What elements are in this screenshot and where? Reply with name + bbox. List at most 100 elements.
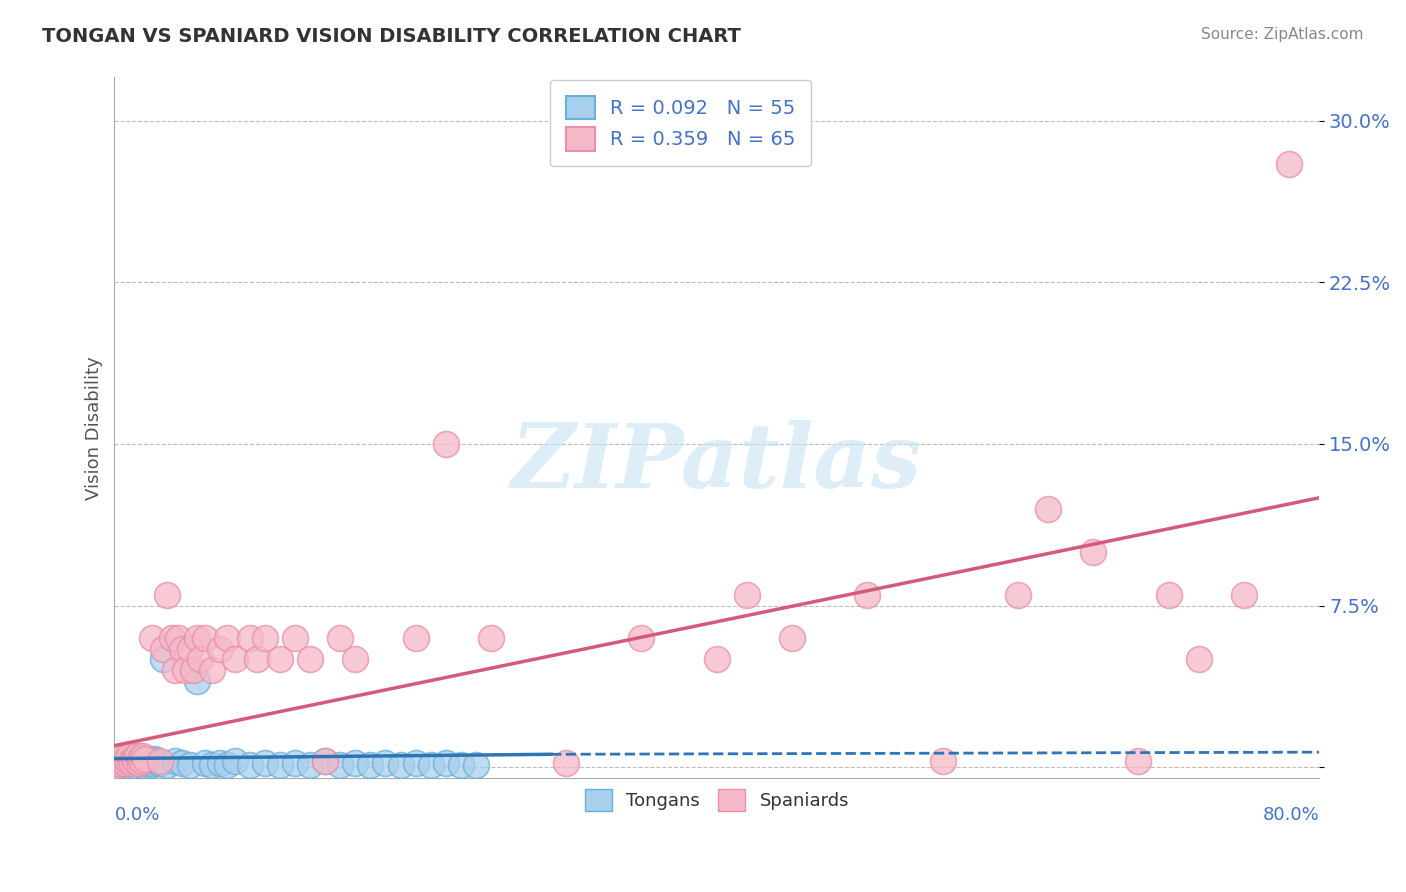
Point — [1233, 588, 1256, 602]
Point — [104, 758, 127, 772]
Point — [344, 756, 367, 770]
Point — [1036, 501, 1059, 516]
Point — [121, 751, 143, 765]
Point — [120, 756, 142, 770]
Point — [115, 754, 138, 768]
Point — [1007, 588, 1029, 602]
Point — [344, 652, 367, 666]
Point — [186, 631, 208, 645]
Point — [314, 754, 336, 768]
Point — [124, 754, 146, 768]
Point — [217, 631, 239, 645]
Point — [118, 749, 141, 764]
Point — [224, 652, 246, 666]
Point — [160, 631, 183, 645]
Point — [143, 754, 166, 768]
Point — [156, 758, 179, 772]
Point — [434, 756, 457, 770]
Point — [1128, 754, 1150, 768]
Point — [107, 754, 129, 768]
Point — [329, 631, 352, 645]
Point — [134, 754, 156, 768]
Point — [419, 758, 441, 772]
Point — [479, 631, 502, 645]
Point — [389, 758, 412, 772]
Point — [201, 663, 224, 677]
Point — [780, 631, 803, 645]
Point — [299, 758, 322, 772]
Point — [129, 754, 152, 768]
Point — [194, 756, 217, 770]
Point — [735, 588, 758, 602]
Point — [630, 631, 652, 645]
Point — [374, 756, 396, 770]
Point — [314, 754, 336, 768]
Text: 80.0%: 80.0% — [1263, 806, 1319, 824]
Point — [149, 756, 172, 770]
Point — [122, 751, 145, 765]
Point — [434, 437, 457, 451]
Point — [131, 754, 153, 768]
Point — [179, 641, 201, 656]
Point — [179, 758, 201, 772]
Point — [156, 588, 179, 602]
Point — [172, 756, 194, 770]
Point — [450, 758, 472, 772]
Point — [186, 673, 208, 688]
Point — [239, 631, 262, 645]
Point — [111, 754, 134, 768]
Point — [112, 756, 135, 770]
Point — [117, 754, 139, 768]
Point — [108, 756, 131, 770]
Point — [110, 751, 132, 765]
Point — [135, 756, 157, 770]
Point — [706, 652, 728, 666]
Point — [134, 751, 156, 765]
Point — [115, 751, 138, 765]
Point — [555, 756, 578, 770]
Point — [405, 631, 427, 645]
Point — [194, 631, 217, 645]
Point — [208, 641, 231, 656]
Point — [1278, 156, 1301, 170]
Point — [122, 758, 145, 772]
Point — [181, 663, 204, 677]
Point — [269, 652, 291, 666]
Point — [108, 754, 131, 768]
Point — [128, 756, 150, 770]
Point — [136, 751, 159, 765]
Point — [464, 758, 486, 772]
Point — [931, 754, 953, 768]
Point — [132, 749, 155, 764]
Point — [141, 631, 163, 645]
Point — [129, 751, 152, 765]
Point — [152, 652, 174, 666]
Text: ZIPatlas: ZIPatlas — [512, 419, 922, 506]
Point — [114, 751, 136, 765]
Point — [110, 758, 132, 772]
Point — [246, 652, 269, 666]
Point — [141, 756, 163, 770]
Point — [224, 754, 246, 768]
Point — [359, 758, 381, 772]
Point — [120, 754, 142, 768]
Legend: Tongans, Spaniards: Tongans, Spaniards — [578, 781, 856, 818]
Point — [172, 641, 194, 656]
Point — [329, 758, 352, 772]
Text: Source: ZipAtlas.com: Source: ZipAtlas.com — [1201, 27, 1364, 42]
Point — [405, 756, 427, 770]
Point — [121, 756, 143, 770]
Point — [163, 663, 186, 677]
Point — [1157, 588, 1180, 602]
Point — [188, 652, 211, 666]
Point — [166, 631, 188, 645]
Point — [253, 756, 276, 770]
Point — [132, 758, 155, 772]
Point — [269, 758, 291, 772]
Point — [284, 756, 307, 770]
Y-axis label: Vision Disability: Vision Disability — [86, 356, 103, 500]
Point — [152, 641, 174, 656]
Point — [104, 758, 127, 772]
Point — [1083, 544, 1105, 558]
Point — [138, 754, 160, 768]
